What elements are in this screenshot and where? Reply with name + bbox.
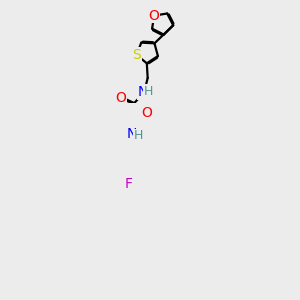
Text: F: F xyxy=(124,177,132,191)
Text: O: O xyxy=(141,106,152,120)
Text: O: O xyxy=(149,9,160,22)
Text: S: S xyxy=(132,48,141,62)
Text: H: H xyxy=(134,129,143,142)
Text: H: H xyxy=(143,85,153,98)
Text: O: O xyxy=(115,91,126,105)
Text: N: N xyxy=(138,85,148,99)
Text: N: N xyxy=(127,127,137,141)
